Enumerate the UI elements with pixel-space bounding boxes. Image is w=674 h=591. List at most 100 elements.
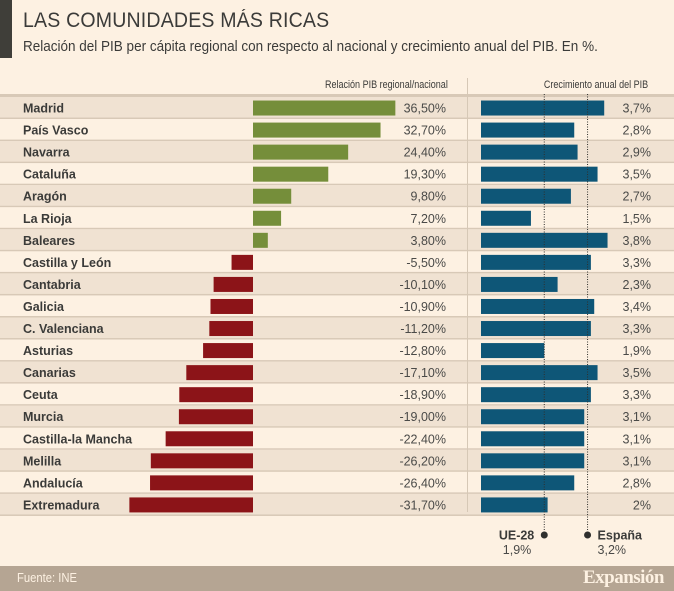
relacion-value-label: -31,70% xyxy=(399,498,446,512)
region-label: C. Valenciana xyxy=(23,322,105,336)
reference-value-espa-a: 3,2% xyxy=(598,543,627,557)
table-row: Cantabria -10,10% 2,3% xyxy=(0,273,674,296)
row-separator xyxy=(0,117,674,120)
region-label: Andalucía xyxy=(23,476,84,490)
relacion-bar-negative xyxy=(231,254,253,270)
row-separator xyxy=(0,227,674,230)
table-row: Andalucía -26,40% 2,8% xyxy=(0,471,674,494)
region-label: Murcia xyxy=(23,410,64,424)
chart-title: LAS COMUNIDADES MÁS RICAS xyxy=(23,9,330,32)
crecimiento-bar xyxy=(481,254,591,270)
region-label: Extremadura xyxy=(23,498,100,512)
row-background xyxy=(0,273,674,296)
region-label: Canarias xyxy=(23,366,76,380)
table-row: Castilla-la Mancha -22,40% 3,1% xyxy=(0,427,674,450)
column-header-relacion: Relación PIB regional/nacional xyxy=(325,79,448,91)
chart-subtitle: Relación del PIB per cápita regional con… xyxy=(23,38,598,55)
region-label: Navarra xyxy=(23,146,71,160)
reference-dot-ue-28 xyxy=(540,531,548,539)
crecimiento-bar xyxy=(481,365,598,381)
crecimiento-bar xyxy=(481,188,571,204)
row-separator xyxy=(0,382,674,384)
table-row: Asturias -12,80% 1,9% xyxy=(0,339,674,362)
crecimiento-bar xyxy=(481,144,578,160)
column-header-crecimiento: Crecimiento anual del PIB xyxy=(543,79,648,91)
relacion-value-label: -10,90% xyxy=(399,300,446,314)
region-label: País Vasco xyxy=(23,124,89,138)
chart-canvas: Madrid 36,50% 3,7% País Vasco 32,70% 2,8% Nava… xyxy=(0,94,674,557)
crecimiento-bar xyxy=(481,497,548,513)
row-separator xyxy=(0,448,674,450)
crecimiento-value-label: 1,9% xyxy=(623,344,652,358)
relacion-bar-positive xyxy=(253,100,396,116)
crecimiento-bar xyxy=(481,409,585,425)
region-label: Galicia xyxy=(23,300,65,314)
table-row: C. Valenciana -11,20% 3,3% xyxy=(0,317,674,340)
region-label: Melilla xyxy=(23,454,62,468)
table-row: País Vasco 32,70% 2,8% xyxy=(0,119,674,142)
table-row: Melilla -26,20% 3,1% xyxy=(0,449,674,472)
relacion-value-label: -5,50% xyxy=(406,256,446,270)
relacion-value-label: -26,40% xyxy=(399,476,446,490)
relacion-bar-negative xyxy=(203,343,253,359)
crecimiento-bar xyxy=(481,431,585,447)
row-background xyxy=(0,339,674,362)
reference-value-ue-28: 1,9% xyxy=(503,543,532,557)
header-rule xyxy=(0,94,674,97)
relacion-bar-positive xyxy=(253,188,292,204)
crecimiento-bar xyxy=(481,276,558,292)
crecimiento-value-label: 2,3% xyxy=(623,278,652,292)
relacion-bar-positive xyxy=(253,232,268,248)
region-label: Baleares xyxy=(23,234,75,248)
table-row: Baleares 3,80% 3,8% xyxy=(0,229,674,252)
region-label: Castilla y León xyxy=(23,256,111,270)
crecimiento-bar xyxy=(481,387,591,403)
relacion-bar-negative xyxy=(150,475,253,491)
table-row: Cataluña 19,30% 3,5% xyxy=(0,163,674,186)
region-label: La Rioja xyxy=(23,212,73,226)
crecimiento-value-label: 2,8% xyxy=(623,124,652,138)
region-label: Cataluña xyxy=(23,168,77,182)
region-label: Cantabria xyxy=(23,278,82,292)
row-separator xyxy=(0,360,674,362)
row-separator xyxy=(0,249,674,252)
relacion-value-label: 24,40% xyxy=(404,146,446,160)
reference-name-espa-a: España xyxy=(598,529,644,543)
row-separator xyxy=(0,183,674,186)
relacion-value-label: 36,50% xyxy=(404,102,446,116)
relacion-bar-negative xyxy=(129,497,253,513)
table-row: Galicia -10,90% 3,4% xyxy=(0,295,674,318)
relacion-value-label: -12,80% xyxy=(399,344,446,358)
row-separator xyxy=(0,139,674,142)
brand-logo: Expansión xyxy=(582,567,665,588)
relacion-value-label: -22,40% xyxy=(399,432,446,446)
crecimiento-bar xyxy=(481,321,591,337)
source-note: Fuente: INE xyxy=(17,571,78,585)
table-row: Ceuta -18,90% 3,3% xyxy=(0,383,674,406)
crecimiento-value-label: 3,4% xyxy=(623,300,652,314)
row-separator xyxy=(0,205,674,208)
region-label: Castilla-la Mancha xyxy=(23,432,133,446)
crecimiento-value-label: 3,3% xyxy=(623,322,652,336)
relacion-bar-negative xyxy=(213,276,253,292)
relacion-bar-negative xyxy=(165,431,253,447)
crecimiento-value-label: 2% xyxy=(633,498,651,512)
relacion-value-label: -11,20% xyxy=(400,322,446,336)
relacion-bar-positive xyxy=(253,210,282,226)
row-separator xyxy=(0,271,674,274)
footer-bar: Fuente: INE Expansión xyxy=(0,566,674,591)
table-row: Madrid 36,50% 3,7% xyxy=(0,97,674,120)
row-background xyxy=(0,207,674,230)
region-label: Asturias xyxy=(23,344,73,358)
relacion-bar-negative xyxy=(186,365,253,381)
column-divider xyxy=(467,78,468,512)
crecimiento-bar xyxy=(481,232,608,248)
row-separator xyxy=(0,161,674,164)
row-background xyxy=(0,493,674,516)
row-background xyxy=(0,185,674,208)
crecimiento-value-label: 3,5% xyxy=(623,366,652,380)
crecimiento-bar xyxy=(481,166,598,182)
crecimiento-bar xyxy=(481,210,531,226)
crecimiento-bar xyxy=(481,453,585,469)
crecimiento-bar xyxy=(481,475,575,491)
